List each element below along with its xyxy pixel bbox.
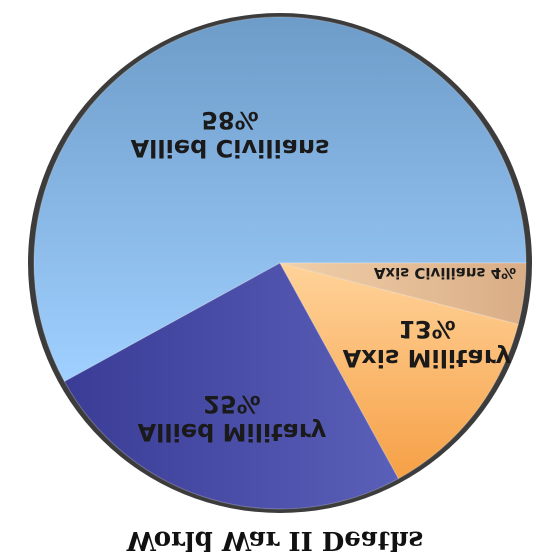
- slice-value-label: 58%: [201, 106, 258, 134]
- slice-combined-label: Axis Civilians 4%: [374, 264, 516, 282]
- chart-title: World War II Deaths: [126, 525, 424, 555]
- slice-value-label: 13%: [398, 315, 455, 343]
- slice-name-label: Allied Military: [138, 418, 327, 446]
- slice-value-label: 25%: [203, 390, 260, 418]
- pie-slice-axis-civilians: [279, 262, 527, 325]
- slice-name-label: Axis Military: [343, 344, 512, 372]
- pie-labels: 58% Allied Civilians 25% Allied Military…: [131, 106, 517, 446]
- pie-slice-allied-military: [63, 262, 400, 510]
- slice-name-label: Allied Civilians: [131, 134, 330, 162]
- pie-slices: [33, 16, 527, 510]
- pie-slice-axis-military: [279, 262, 519, 480]
- pie-slice-allied-civilians: [33, 16, 527, 383]
